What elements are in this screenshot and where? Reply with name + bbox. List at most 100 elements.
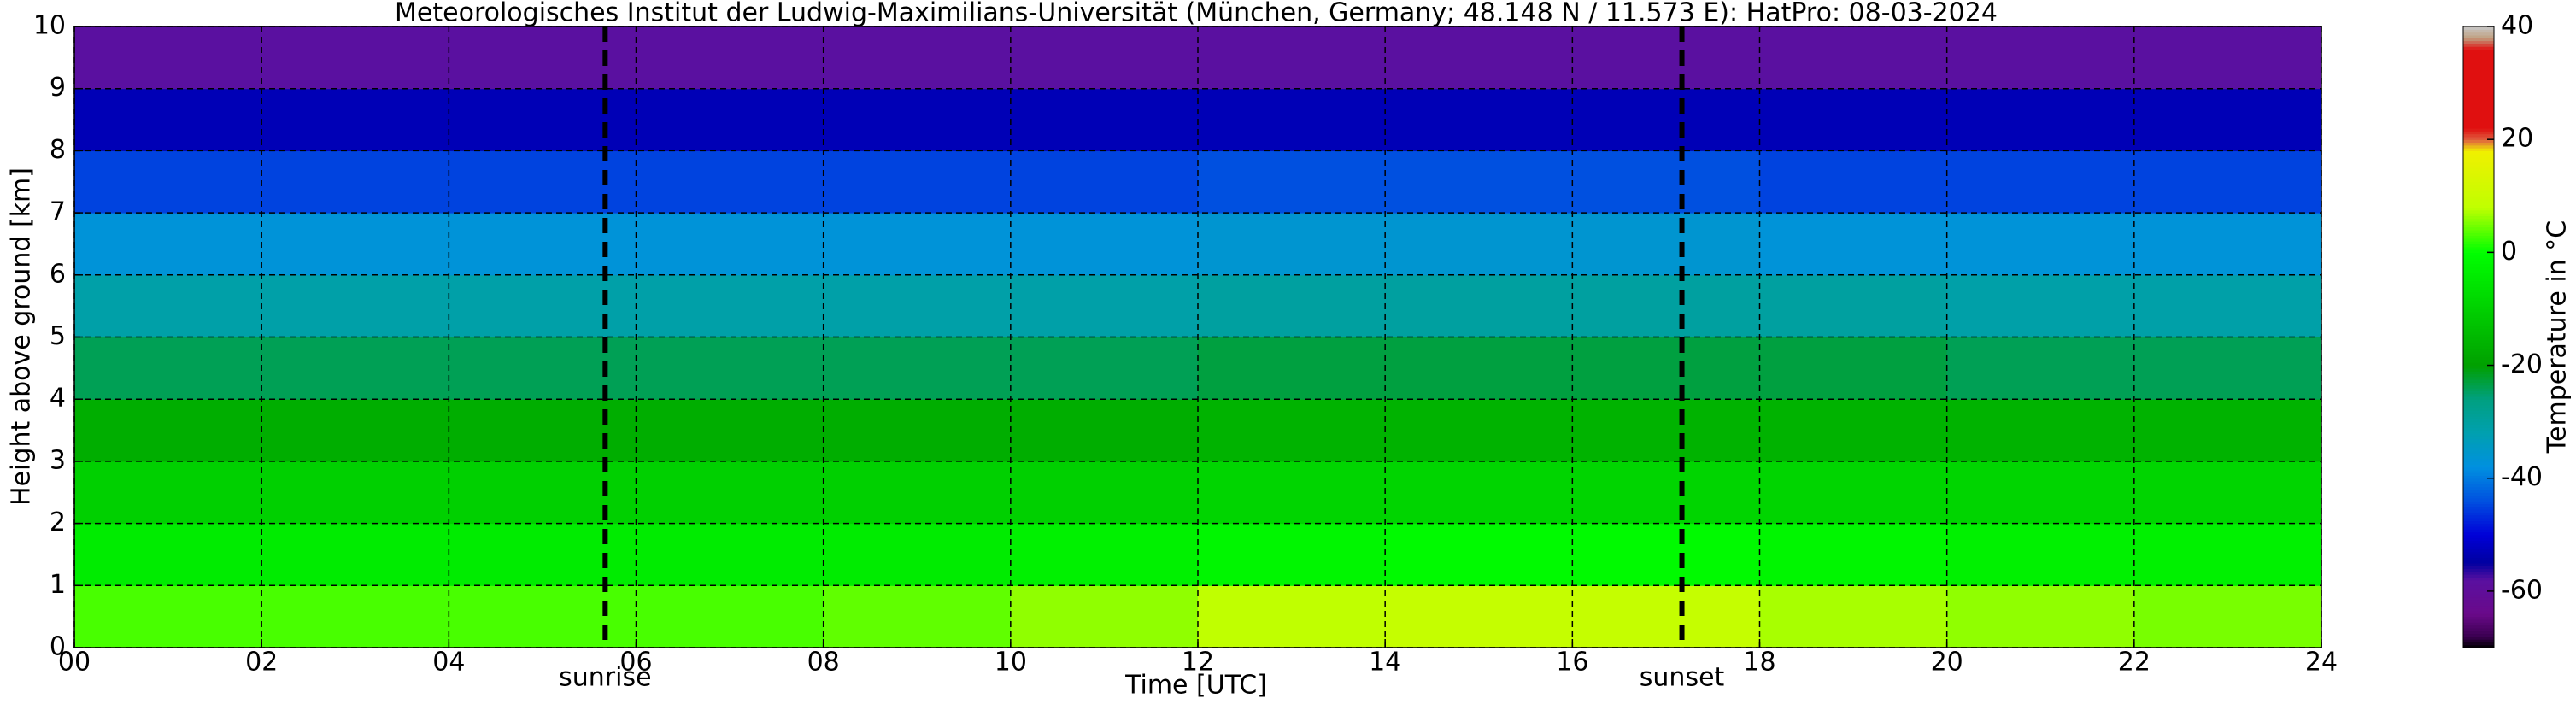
colorbar-swatch xyxy=(2463,501,2494,505)
colorbar-swatch xyxy=(2463,402,2494,406)
colorbar-swatch xyxy=(2463,481,2494,484)
heatmap-cell xyxy=(1385,213,1573,276)
colorbar-swatch xyxy=(2463,241,2494,245)
colorbar-swatch xyxy=(2463,159,2494,163)
colorbar-swatch xyxy=(2463,348,2494,352)
colorbar-swatch xyxy=(2463,116,2494,120)
heatmap-cell xyxy=(261,88,449,151)
heatmap-cell xyxy=(449,274,637,337)
x-tick-label: 04 xyxy=(432,648,465,678)
heatmap-cell xyxy=(1010,213,1199,276)
colorbar-swatch xyxy=(2463,334,2494,338)
colorbar-swatch xyxy=(2463,588,2494,592)
colorbar-swatch xyxy=(2463,367,2494,372)
colorbar-swatch xyxy=(2463,523,2494,527)
colorbar-swatch xyxy=(2463,616,2494,620)
colorbar-tick-label: 40 xyxy=(2501,11,2533,41)
heatmap-cell xyxy=(1572,26,1760,90)
colorbar-swatch xyxy=(2463,627,2494,631)
colorbar-swatch xyxy=(2463,517,2494,521)
y-tick-label: 3 xyxy=(50,445,66,475)
heatmap-cell xyxy=(1946,399,2135,462)
colorbar-swatch xyxy=(2463,594,2494,598)
colorbar-swatch xyxy=(2463,365,2494,369)
heatmap-cell xyxy=(636,26,824,90)
colorbar-swatch xyxy=(2463,438,2494,443)
colorbar-swatch xyxy=(2463,55,2494,58)
heatmap-cell xyxy=(1572,88,1760,151)
heatmap-cell xyxy=(261,461,449,525)
heatmap-cell xyxy=(449,213,637,276)
colorbar-swatch xyxy=(2463,351,2494,355)
colorbar-swatch xyxy=(2463,605,2494,609)
heatmap-cell xyxy=(1010,274,1199,337)
y-tick-label: 7 xyxy=(50,197,66,227)
colorbar-tick-label: 0 xyxy=(2501,237,2517,267)
colorbar-swatch xyxy=(2463,156,2494,160)
y-tick-label: 2 xyxy=(50,507,66,537)
colorbar-swatch xyxy=(2463,257,2494,261)
colorbar-swatch xyxy=(2463,249,2494,253)
colorbar-swatch xyxy=(2463,432,2494,437)
x-axis-label: Time [UTC] xyxy=(1124,671,1267,701)
colorbar-swatch xyxy=(2463,142,2494,146)
colorbar-swatch xyxy=(2463,399,2494,403)
heatmap-cell xyxy=(1759,523,1948,586)
heatmap-cell xyxy=(449,399,637,462)
heatmap-cell xyxy=(636,150,824,214)
colorbar-swatch xyxy=(2463,543,2494,547)
colorbar-swatch xyxy=(2463,294,2494,298)
x-tick-label: 24 xyxy=(2305,648,2338,678)
colorbar-swatch xyxy=(2463,289,2494,293)
heatmap-cell xyxy=(1010,26,1199,90)
colorbar-swatch xyxy=(2463,590,2494,595)
colorbar-swatch xyxy=(2463,382,2494,386)
colorbar-swatch xyxy=(2463,173,2494,177)
colorbar-swatch xyxy=(2463,105,2494,109)
colorbar-swatch xyxy=(2463,449,2494,454)
heatmap-cell xyxy=(261,213,449,276)
colorbar-swatch xyxy=(2463,472,2494,477)
colorbar-swatch xyxy=(2463,619,2494,623)
colorbar-swatch xyxy=(2463,579,2494,584)
heatmap-cell xyxy=(636,585,824,648)
heatmap-cell xyxy=(2133,461,2322,525)
colorbar-swatch xyxy=(2463,34,2494,38)
colorbar-swatch xyxy=(2463,607,2494,612)
heatmap-cell xyxy=(1572,461,1760,525)
colorbar-swatch xyxy=(2463,278,2494,282)
colorbar-swatch xyxy=(2463,314,2494,318)
colorbar-swatch xyxy=(2463,85,2494,90)
colorbar-swatch xyxy=(2463,466,2494,471)
colorbar-swatch xyxy=(2463,57,2494,62)
colorbar-swatch xyxy=(2463,503,2494,507)
heatmap-cell xyxy=(261,274,449,337)
heatmap-cell xyxy=(636,523,824,586)
heatmap-cell xyxy=(1946,88,2135,151)
colorbar-swatch xyxy=(2463,359,2494,363)
colorbar-swatch xyxy=(2463,127,2494,132)
colorbar-swatch xyxy=(2463,229,2494,233)
heatmap-cell xyxy=(1198,88,1386,151)
colorbar-swatch xyxy=(2463,49,2494,53)
colorbar-swatch xyxy=(2463,625,2494,629)
heatmap-cell xyxy=(636,461,824,525)
heatmap-cell xyxy=(1946,337,2135,400)
colorbar-swatch xyxy=(2463,441,2494,445)
colorbar-swatch xyxy=(2463,221,2494,225)
colorbar-swatch xyxy=(2463,469,2494,473)
colorbar-swatch xyxy=(2463,103,2494,107)
colorbar-swatch xyxy=(2463,557,2494,561)
colorbar-swatch xyxy=(2463,29,2494,33)
colorbar-swatch xyxy=(2463,339,2494,343)
colorbar-swatch xyxy=(2463,387,2494,391)
heatmap-cell xyxy=(1572,585,1760,648)
colorbar-swatch xyxy=(2463,164,2494,168)
colorbar-swatch xyxy=(2463,224,2494,228)
colorbar-swatch xyxy=(2463,396,2494,400)
colorbar-swatch xyxy=(2463,286,2494,290)
heatmap-cell xyxy=(1759,88,1948,151)
heatmap-cell xyxy=(1759,274,1948,337)
colorbar-swatch xyxy=(2463,636,2494,640)
heatmap-cell xyxy=(74,213,262,276)
